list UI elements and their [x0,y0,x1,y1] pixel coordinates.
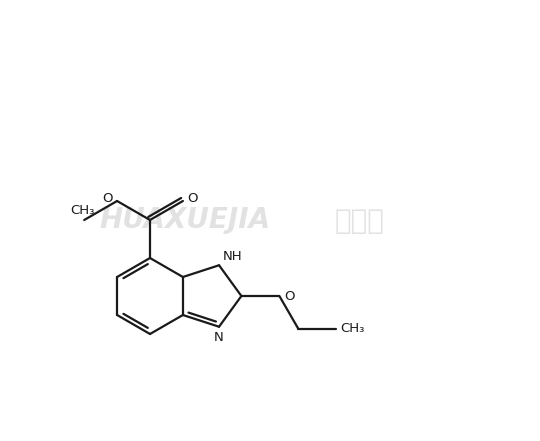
Text: NH: NH [223,250,242,263]
Text: CH₃: CH₃ [70,204,94,217]
Text: O: O [285,289,295,303]
Text: O: O [187,193,198,206]
Text: N: N [214,331,224,344]
Text: HUAXUEJIA: HUAXUEJIA [99,206,271,235]
Text: CH₃: CH₃ [340,322,364,336]
Text: 化学加: 化学加 [335,206,385,235]
Text: O: O [103,193,113,206]
